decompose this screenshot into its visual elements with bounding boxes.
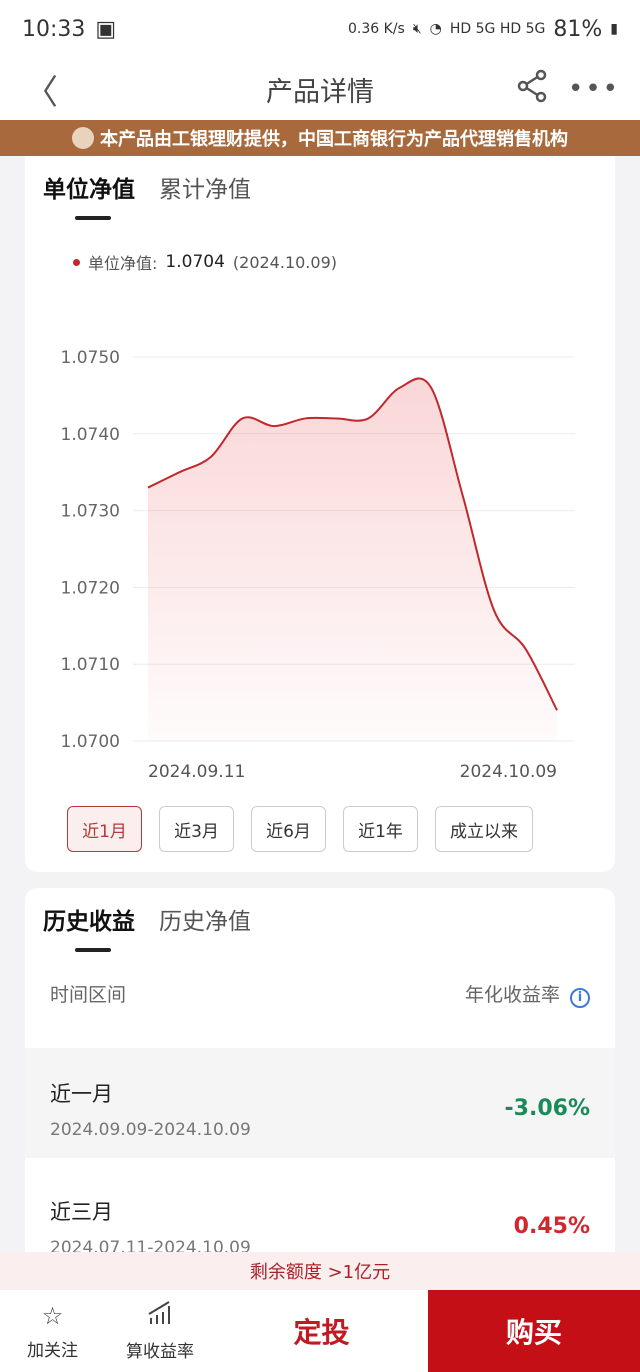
mute-icon: 🔇︎ — [412, 21, 422, 37]
area-fill — [148, 378, 557, 741]
period-since-inception[interactable]: 成立以来 — [435, 806, 533, 852]
period-1y[interactable]: 近1年 — [343, 806, 418, 852]
nav-bar: 〈 产品详情 ••• — [0, 58, 640, 120]
gallery-icon: ▣ — [95, 16, 117, 42]
battery-icon: ▮ — [610, 21, 618, 37]
legend-date: (2024.10.09) — [232, 252, 337, 272]
more-icon[interactable]: ••• — [567, 74, 620, 104]
x-tick-label: 2024.10.09 — [460, 762, 557, 782]
table-row[interactable]: 近三月 2024.07.11-2024.10.09 0.45% — [25, 1166, 615, 1276]
net-speed: 0.36 K/s — [348, 21, 405, 37]
nav-chart-card: 单位净值 累计净值 单位净值: 1.0704 (2024.10.09) 1.07… — [25, 156, 615, 872]
calc-return-button[interactable]: 算收益率 — [105, 1290, 215, 1372]
follow-button[interactable]: ☆ 加关注 — [0, 1290, 105, 1372]
star-icon: ☆ — [41, 1301, 64, 1330]
period-6m[interactable]: 近6月 — [251, 806, 326, 852]
legend-label: 单位净值: — [88, 254, 158, 273]
chart-legend: 单位净值: 1.0704 (2024.10.09) — [73, 250, 337, 274]
wifi-icon: ◔ — [429, 21, 442, 37]
follow-label: 加关注 — [27, 1340, 78, 1361]
col-period: 时间区间 — [50, 984, 127, 1006]
col-rate: 年化收益率 — [464, 984, 560, 1006]
history-card: 历史收益 历史净值 时间区间 年化收益率 i 近一月 2024.09.09-202… — [25, 888, 615, 1258]
auto-invest-button[interactable]: 定投 — [293, 1316, 350, 1349]
tab-history-return[interactable]: 历史收益 — [43, 902, 135, 952]
y-tick-label: 1.0710 — [61, 655, 120, 675]
back-icon[interactable]: 〈 — [24, 72, 58, 113]
legend-dot — [73, 258, 80, 266]
legend-value: 1.0704 — [165, 252, 225, 272]
row-period: 近一月 — [50, 1082, 113, 1106]
bottom-bar: ☆ 加关注 算收益率 定投 购买 — [0, 1290, 640, 1372]
briefcase-icon — [72, 127, 94, 149]
row-rate: -3.06% — [504, 1096, 590, 1121]
row-rate: 0.45% — [513, 1214, 590, 1239]
calc-label: 算收益率 — [126, 1342, 194, 1362]
growth-chart-icon — [145, 1300, 175, 1331]
table-row[interactable]: 近一月 2024.09.09-2024.10.09 -3.06% — [25, 1048, 615, 1158]
share-icon[interactable] — [516, 69, 548, 110]
clock: 10:33 — [22, 16, 86, 42]
banner-text: 本产品由工银理财提供，中国工商银行为产品代理销售机构 — [100, 129, 568, 150]
tab-unit-nav[interactable]: 单位净值 — [43, 170, 135, 220]
table-header: 时间区间 年化收益率 i — [25, 980, 615, 1008]
y-tick-label: 1.0700 — [61, 732, 120, 752]
y-tick-label: 1.0730 — [61, 502, 120, 522]
page-title: 产品详情 — [266, 76, 374, 108]
buy-button[interactable]: 购买 — [428, 1290, 640, 1372]
period-selector: 近1月 近3月 近6月 近1年 成立以来 — [67, 806, 533, 852]
status-bar: 10:33 ▣ 0.36 K/s 🔇︎ ◔ HD 5G HD 5G 81% ▮ — [0, 0, 640, 58]
x-tick-label: 2024.09.11 — [148, 762, 245, 782]
nav-chart: 1.0750 1.0740 1.0730 1.0720 1.0710 1.0700 2024… — [61, 348, 575, 782]
row-range: 2024.09.09-2024.10.09 — [50, 1120, 251, 1140]
remaining-quota: 剩余额度 >1亿元 — [0, 1252, 640, 1290]
y-tick-label: 1.0750 — [61, 348, 120, 368]
y-tick-label: 1.0720 — [61, 578, 120, 598]
period-1m[interactable]: 近1月 — [67, 806, 142, 852]
battery-level: 81% — [553, 16, 603, 42]
tab-cumulative-nav[interactable]: 累计净值 — [159, 177, 251, 203]
y-tick-label: 1.0740 — [61, 425, 120, 445]
info-icon[interactable]: i — [570, 988, 590, 1008]
provider-banner: 本产品由工银理财提供，中国工商银行为产品代理销售机构 — [0, 120, 640, 156]
period-3m[interactable]: 近3月 — [159, 806, 234, 852]
tab-history-nav[interactable]: 历史净值 — [159, 909, 251, 935]
row-period: 近三月 — [50, 1200, 113, 1224]
signal-icon: HD 5G HD 5G — [449, 21, 546, 37]
series-line — [147, 377, 558, 711]
